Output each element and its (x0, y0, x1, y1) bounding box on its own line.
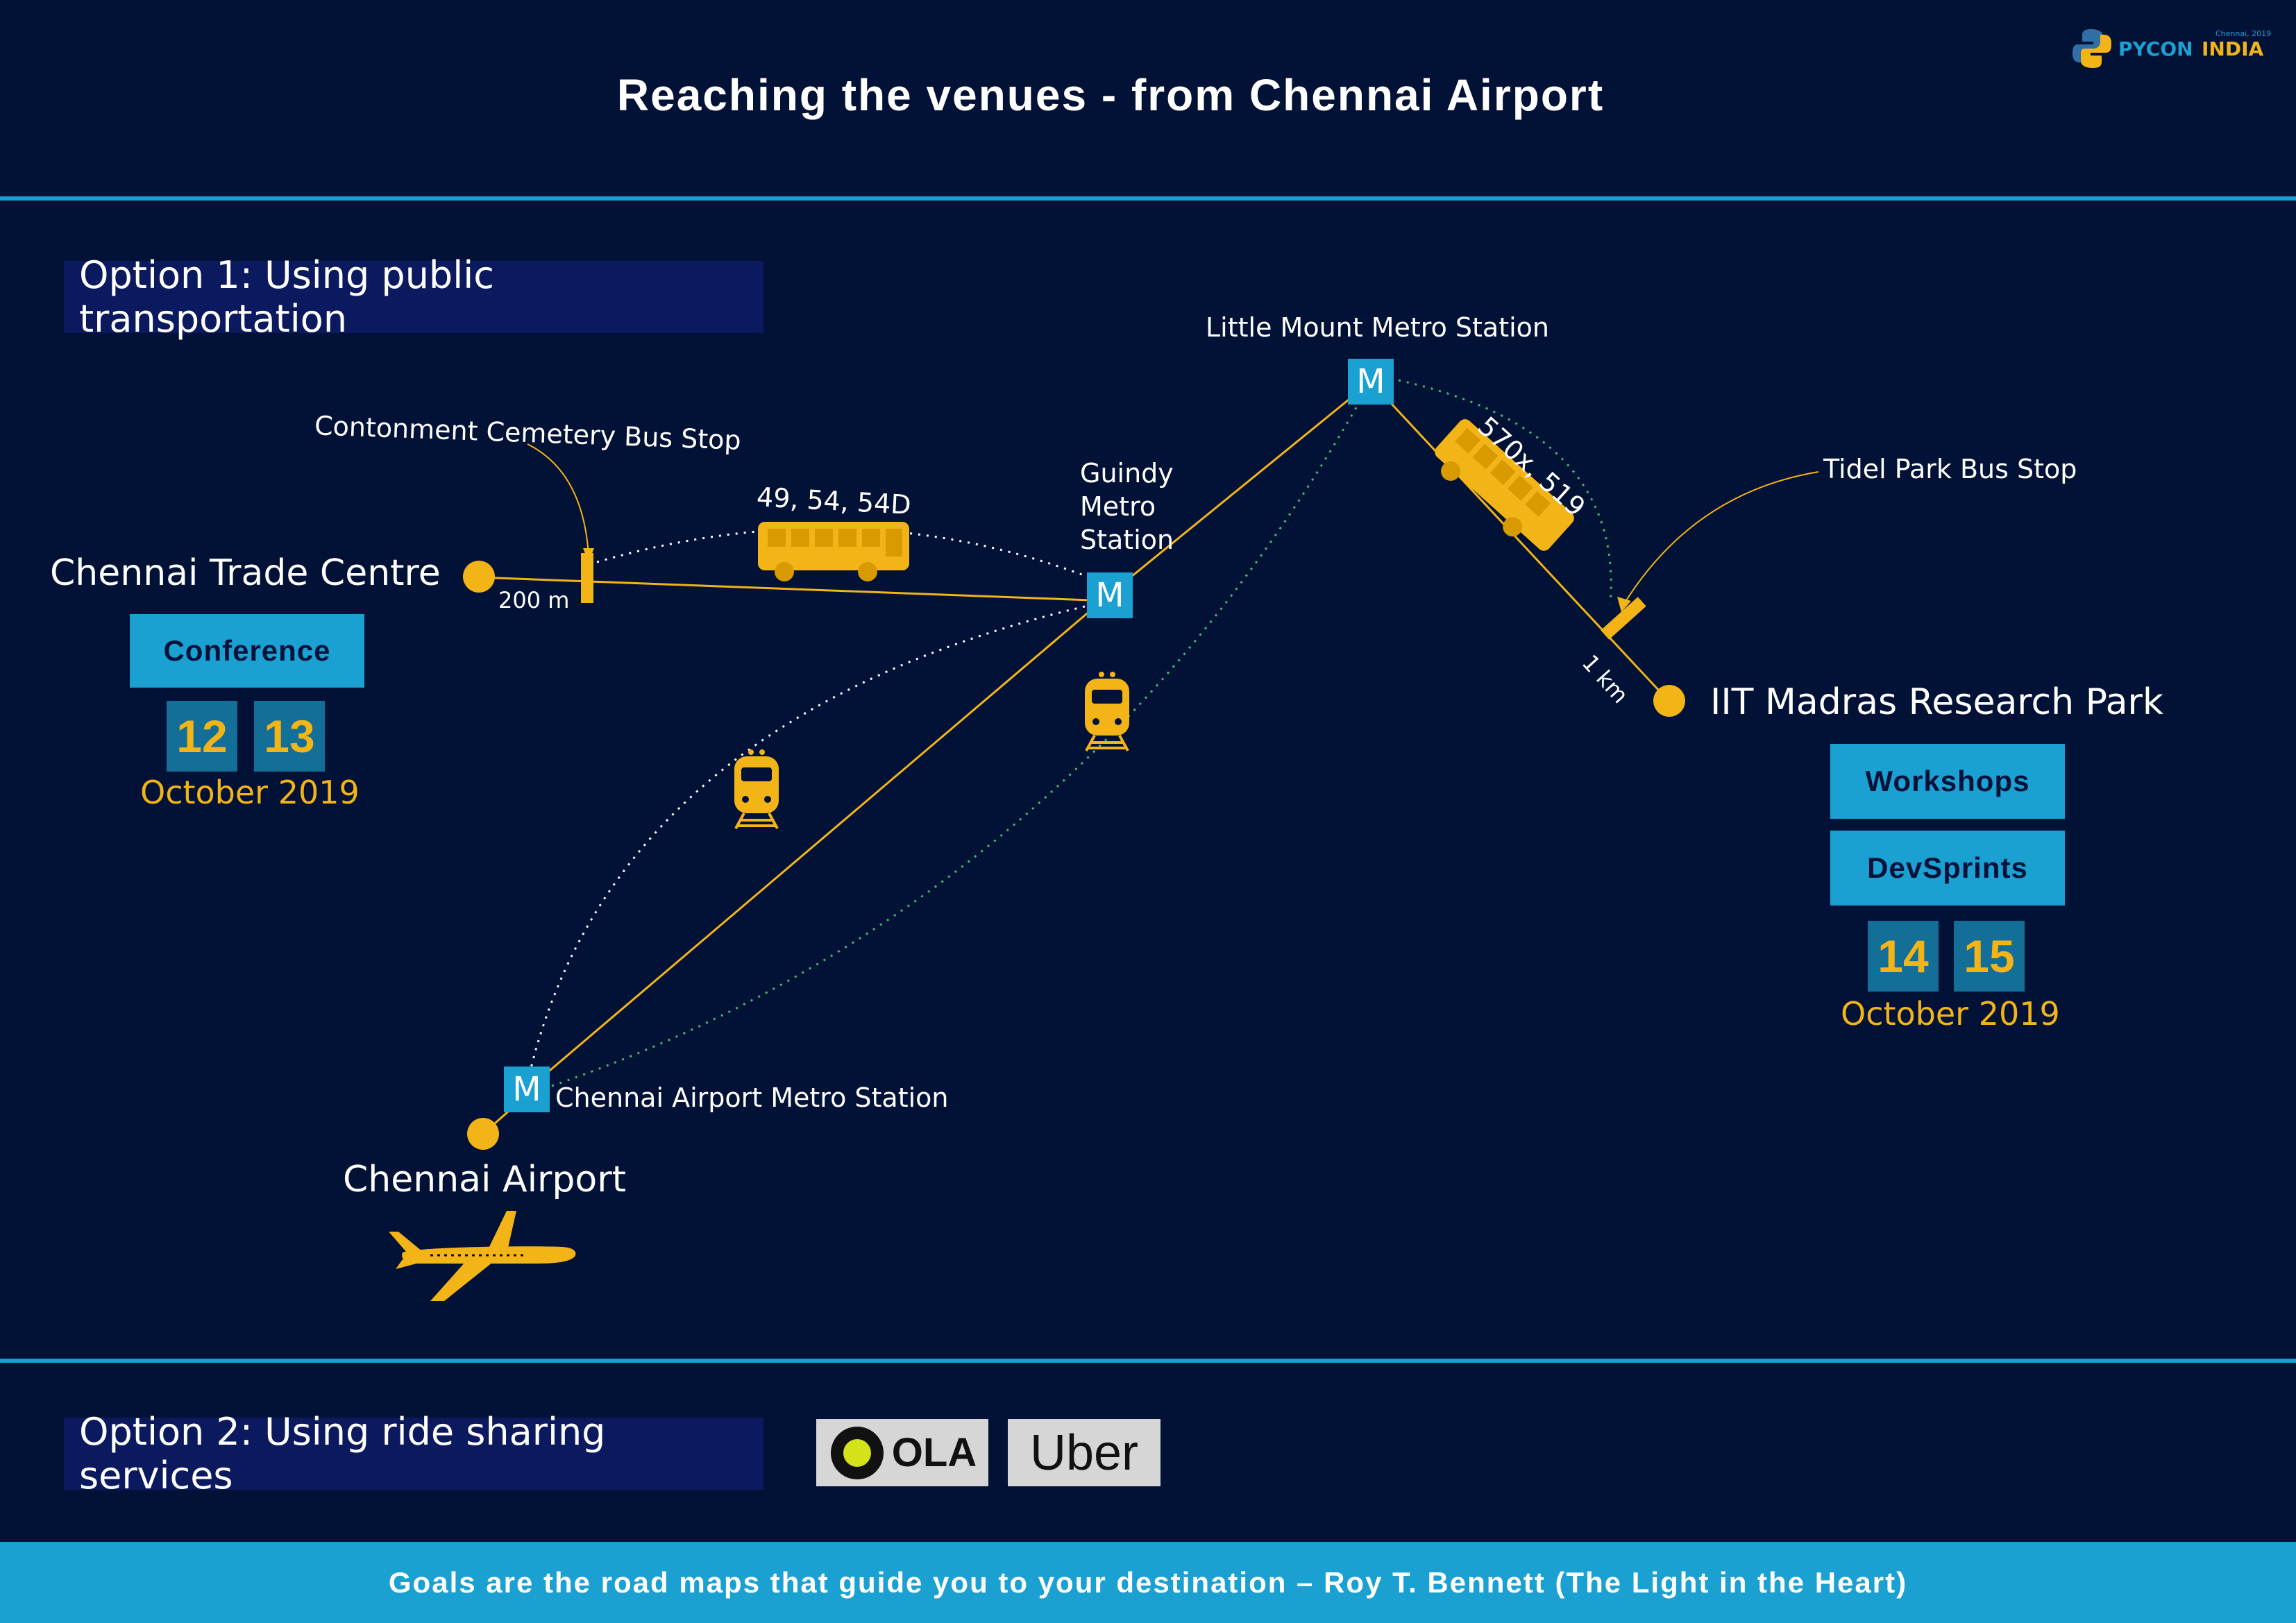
bus-route-guindy (596, 527, 1104, 584)
iit-marker (1653, 685, 1685, 717)
ola-circle-icon (830, 1426, 884, 1479)
iit-date-2: 15 (1954, 921, 2025, 992)
logo-small-text: Chennai, 2019 (2215, 29, 2272, 38)
devsprints-tag: DevSprints (1830, 831, 2065, 906)
train-route-airport-littlemount (551, 381, 1372, 1087)
logo-pycon-text: PYCON (2118, 37, 2193, 60)
tidel-bus-stop-marker (1601, 597, 1646, 640)
conference-date-2: 13 (254, 701, 325, 772)
train-icon (1085, 672, 1129, 751)
chennai-airport-name: Chennai Airport (343, 1159, 627, 1200)
bus-route-littlemount (1398, 379, 1612, 604)
trade-centre-name: Chennai Trade Centre (50, 552, 441, 594)
page-title: Reaching the venues - from Chennai Airpo… (616, 70, 1605, 120)
workshops-tag: Workshops (1830, 744, 2065, 819)
metro-line-littlemount-iit (1369, 380, 1670, 702)
conference-month: October 2019 (140, 774, 360, 811)
tidel-bus-stop-label: Tidel Park Bus Stop (1823, 454, 2077, 484)
iit-month: October 2019 (1841, 995, 2060, 1033)
guindy-station-label: Guindy Metro Station (1080, 458, 1174, 555)
airport-metro-icon: M (504, 1067, 550, 1112)
python-logo-icon (2073, 29, 2111, 68)
option-2-heading: Option 2: Using ride sharing services (64, 1410, 763, 1497)
logo-india-text: INDIA (2202, 37, 2264, 60)
iit-date-1: 14 (1868, 921, 1939, 992)
tidel-arrow (1623, 471, 1819, 604)
iit-research-park-name: IIT Madras Research Park (1710, 681, 2163, 723)
footer-quote: Goals are the road maps that guide you t… (0, 1542, 2296, 1623)
option-1-heading: Option 1: Using public transportation (64, 253, 763, 341)
conference-date-1: 12 (167, 701, 237, 772)
walk-distance-trade-centre: 200 m (498, 587, 570, 613)
airport-marker (467, 1118, 499, 1150)
header-divider (0, 196, 2296, 201)
airport-metro-station-label: Chennai Airport Metro Station (555, 1082, 949, 1113)
contonment-arrow (527, 443, 589, 556)
uber-logo[interactable]: Uber (1008, 1419, 1160, 1486)
pycon-logo: Chennai, 2019 PYCON INDIA (2070, 24, 2278, 72)
option-2-label: Option 2: Using ride sharing services (79, 1410, 606, 1497)
walk-line-trade-centre (478, 576, 1110, 602)
trade-centre-marker (463, 561, 495, 593)
airplane-icon (389, 1211, 576, 1301)
option-1-label: Option 1: Using public transportation (79, 253, 494, 341)
train-route-airport-guindy (526, 602, 1097, 1083)
contonment-bus-stop-marker (581, 553, 593, 603)
bus-icon (758, 522, 909, 581)
little-mount-station-label: Little Mount Metro Station (1206, 312, 1550, 343)
train-icon (734, 749, 779, 829)
little-mount-metro-icon: M (1348, 359, 1394, 405)
uber-text: Uber (1029, 1425, 1139, 1481)
ola-text: OLA (891, 1430, 977, 1475)
guindy-metro-icon: M (1087, 572, 1133, 618)
metro-line-airport-guindy-littlemount (527, 380, 1371, 1091)
bus-icon (1435, 419, 1574, 551)
section-divider (0, 1359, 2296, 1363)
conference-tag: Conference (130, 614, 364, 688)
ola-logo[interactable]: OLA (816, 1419, 988, 1486)
